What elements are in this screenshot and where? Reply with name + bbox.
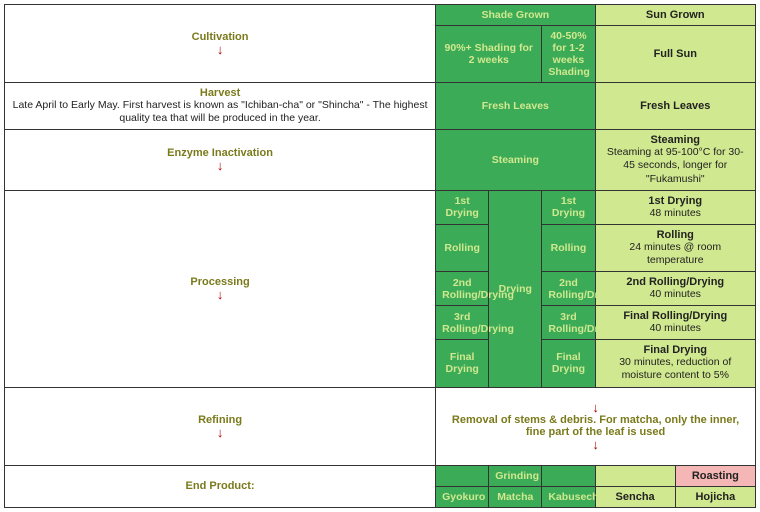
sun-d1: 1st Drying48 minutes — [595, 190, 755, 224]
sun-header: Sun Grown — [595, 5, 755, 26]
full-sun: Full Sun — [595, 26, 755, 83]
shade-d2-a: 2nd Rolling/Drying — [436, 272, 489, 306]
sun-fresh: Fresh Leaves — [595, 83, 755, 130]
blank-3 — [595, 465, 675, 486]
product-gyokuro: Gyokuro — [436, 486, 489, 507]
product-matcha: Matcha — [489, 486, 542, 507]
shade-fd-a: Final Drying — [436, 340, 489, 387]
harvest-sub: Late April to Early May. First harvest i… — [11, 99, 429, 125]
product-sencha: Sencha — [595, 486, 675, 507]
sun-steaming: Steaming Steaming at 95-100°C for 30-45 … — [595, 130, 755, 190]
shade-header: Shade Grown — [436, 5, 595, 26]
shade-d1-b: 1st Drying — [542, 190, 595, 224]
stage-harvest: Harvest Late April to Early May. First h… — [5, 83, 436, 130]
blank-2 — [542, 465, 595, 486]
stage-refining: Refining ↓ — [5, 387, 436, 465]
stage-processing: Processing ↓ — [5, 190, 436, 387]
shade-d2-b: 2nd Rolling/Drying — [542, 272, 595, 306]
refining-label: Refining — [198, 414, 242, 426]
end-label: End Product: — [186, 480, 255, 492]
shade-fresh: Fresh Leaves — [436, 83, 595, 130]
shade-roll-a: Rolling — [436, 224, 489, 271]
shade-fd-b: Final Drying — [542, 340, 595, 387]
grinding: Grinding — [489, 465, 542, 486]
arrow-icon: ↓ — [442, 401, 749, 414]
shade-d1-a: 1st Drying — [436, 190, 489, 224]
tea-process-table: Cultivation ↓ Shade Grown Sun Grown 90%+… — [4, 4, 756, 508]
shade-steaming: Steaming — [436, 130, 595, 190]
arrow-icon: ↓ — [11, 43, 429, 56]
arrow-icon: ↓ — [11, 288, 429, 301]
blank-1 — [436, 465, 489, 486]
roasting: Roasting — [675, 465, 755, 486]
stage-end: End Product: — [5, 465, 436, 507]
stage-enzyme: Enzyme Inactivation ↓ — [5, 130, 436, 190]
product-kabusecha: Kabusecha — [542, 486, 595, 507]
refining-text: ↓ Removal of stems & debris. For matcha,… — [436, 387, 756, 465]
sun-fd: Final Drying30 minutes, reduction of moi… — [595, 340, 755, 387]
shade-d3-b: 3rd Rolling/Drying — [542, 306, 595, 340]
sun-roll: Rolling24 minutes @ room temperature — [595, 224, 755, 271]
arrow-icon: ↓ — [442, 438, 749, 451]
arrow-icon: ↓ — [11, 426, 429, 439]
product-hojicha: Hojicha — [675, 486, 755, 507]
shade-d3-a: 3rd Rolling/Drying — [436, 306, 489, 340]
shade-roll-b: Rolling — [542, 224, 595, 271]
shading-40: 40-50% for 1-2 weeks Shading — [542, 26, 595, 83]
stage-cultivation: Cultivation ↓ — [5, 5, 436, 83]
harvest-label: Harvest — [200, 87, 240, 99]
shading-90: 90%+ Shading for 2 weeks — [436, 26, 542, 83]
arrow-icon: ↓ — [11, 159, 429, 172]
